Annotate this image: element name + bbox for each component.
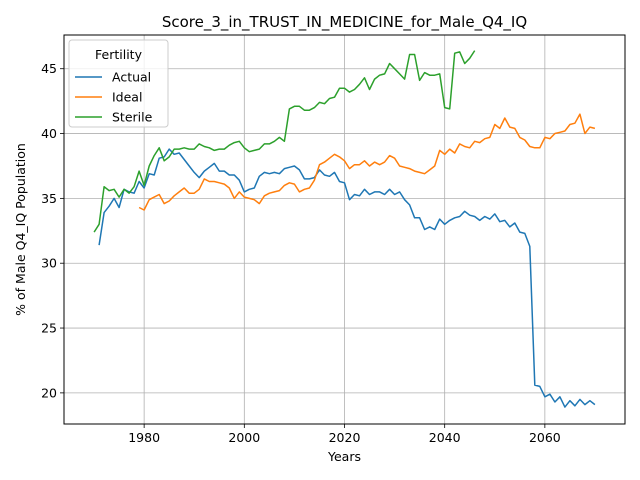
y-tick-label: 30 [41, 256, 57, 271]
y-tick-label: 35 [41, 191, 57, 206]
y-axis-label: % of Male Q4_IQ Population [13, 143, 28, 316]
legend-entry-sterile: Sterile [112, 110, 153, 125]
series-lines [93, 50, 596, 408]
x-tick-label: 1980 [128, 430, 160, 445]
legend-entry-ideal: Ideal [112, 90, 142, 105]
grid-lines [64, 35, 625, 424]
y-tick-label: 45 [41, 61, 57, 76]
y-tick-label: 20 [41, 385, 57, 400]
x-tick-label: 2000 [228, 430, 260, 445]
y-tick-label: 25 [41, 321, 57, 336]
x-tick-label: 2060 [529, 430, 561, 445]
series-line-actual [98, 148, 596, 408]
x-tick-label: 2040 [429, 430, 461, 445]
x-tick-label: 2020 [329, 430, 361, 445]
series-line-sterile [93, 50, 476, 233]
y-axis-ticks: 20 25 30 35 40 45 [41, 61, 64, 400]
chart-title: Score_3_in_TRUST_IN_MEDICINE_for_Male_Q4… [162, 13, 527, 32]
y-tick-label: 40 [41, 126, 57, 141]
x-axis-label: Years [327, 449, 361, 464]
series-line-ideal [138, 113, 596, 211]
legend: Fertility Actual Ideal Sterile [68, 39, 169, 128]
legend-title: Fertility [95, 47, 143, 62]
legend-box [68, 39, 169, 128]
legend-entry-actual: Actual [112, 70, 151, 85]
x-axis-ticks: 1980 2000 2020 2040 2060 [128, 424, 561, 445]
